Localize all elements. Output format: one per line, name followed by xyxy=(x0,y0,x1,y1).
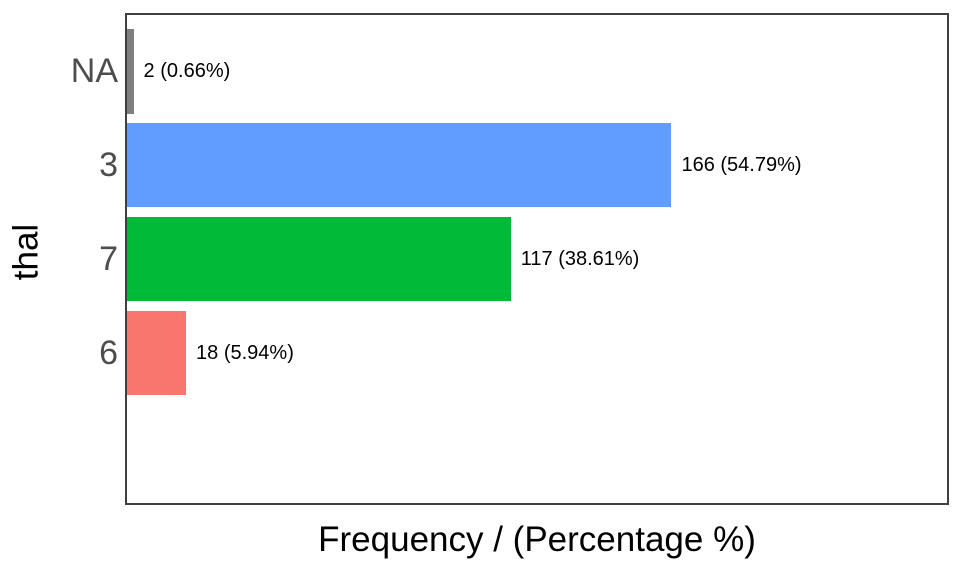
bar-na xyxy=(127,29,134,114)
y-tick-label-3: 3 xyxy=(99,146,118,185)
bar-3 xyxy=(127,122,672,208)
y-tick-label-6: 6 xyxy=(99,333,118,372)
bar-value-label-6: 18 (5.94%) xyxy=(196,341,294,364)
x-axis-title: Frequency / (Percentage %) xyxy=(318,520,756,559)
bar-value-label-7: 117 (38.61%) xyxy=(520,248,640,270)
bar-value-label-3: 166 (54.79%) xyxy=(681,154,802,177)
bar-value-label-na: 2 (0.66%) xyxy=(143,60,231,83)
plot-area: 2 (0.66%) 166 (54.79%) 117 (38.61%) 18 (5.9… xyxy=(125,13,949,505)
bar-6 xyxy=(127,310,187,396)
y-tick-label-na: NA xyxy=(70,52,118,91)
y-tick-label-7: 7 xyxy=(99,240,118,278)
bar-7 xyxy=(127,216,511,302)
